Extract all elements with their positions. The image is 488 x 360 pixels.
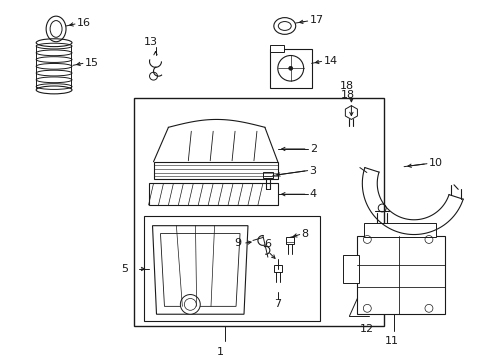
Text: 13: 13 bbox=[143, 37, 157, 47]
Ellipse shape bbox=[36, 57, 72, 62]
Circle shape bbox=[288, 66, 292, 70]
Text: 16: 16 bbox=[77, 18, 91, 28]
Ellipse shape bbox=[36, 63, 72, 69]
Text: 18: 18 bbox=[340, 90, 354, 100]
Bar bbox=[285, 238, 293, 244]
Bar bbox=[133, 98, 384, 326]
Bar bbox=[273, 265, 281, 272]
Bar bbox=[357, 235, 444, 314]
Polygon shape bbox=[152, 226, 247, 314]
Text: 11: 11 bbox=[385, 336, 398, 346]
Ellipse shape bbox=[36, 43, 72, 49]
Text: 17: 17 bbox=[309, 15, 323, 25]
Text: 5: 5 bbox=[122, 264, 128, 274]
Bar bbox=[148, 183, 277, 205]
Bar bbox=[269, 49, 311, 88]
Text: 6: 6 bbox=[264, 239, 271, 249]
Ellipse shape bbox=[36, 77, 72, 83]
Bar bbox=[343, 255, 359, 283]
Circle shape bbox=[180, 294, 200, 314]
Ellipse shape bbox=[36, 84, 72, 89]
Bar bbox=[263, 172, 272, 179]
Text: 1: 1 bbox=[216, 347, 223, 357]
Text: 12: 12 bbox=[360, 324, 374, 334]
Text: 2: 2 bbox=[309, 144, 316, 154]
Text: 9: 9 bbox=[233, 238, 241, 248]
Text: 7: 7 bbox=[274, 300, 281, 309]
Text: 15: 15 bbox=[85, 58, 99, 68]
Bar bbox=[143, 216, 319, 321]
Ellipse shape bbox=[36, 70, 72, 76]
Text: 4: 4 bbox=[309, 189, 316, 199]
Bar bbox=[153, 162, 277, 179]
Bar bbox=[364, 223, 435, 238]
Ellipse shape bbox=[36, 50, 72, 56]
Text: 14: 14 bbox=[323, 57, 337, 66]
Text: 8: 8 bbox=[301, 229, 308, 239]
Text: 10: 10 bbox=[428, 158, 442, 168]
Text: 3: 3 bbox=[309, 166, 316, 176]
Text: 18: 18 bbox=[339, 81, 353, 91]
Bar bbox=[269, 45, 283, 51]
